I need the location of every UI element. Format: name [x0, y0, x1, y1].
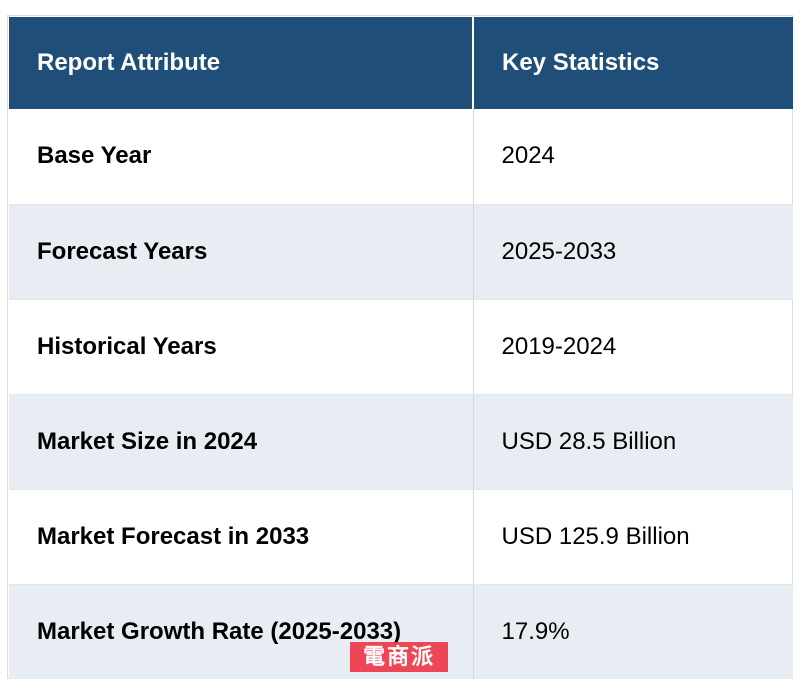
- row-value: USD 28.5 Billion: [472, 394, 793, 490]
- row-value: 17.9%: [472, 584, 793, 679]
- header-key-statistics: Key Statistics: [472, 17, 793, 109]
- header-report-attribute: Report Attribute: [9, 17, 473, 109]
- table-row: Market Growth Rate (2025-2033) 17.9%: [9, 584, 793, 679]
- row-value: 2024: [472, 109, 793, 205]
- table-row: Historical Years 2019-2024: [9, 299, 793, 395]
- report-statistics-table: Report Attribute Key Statistics Base Yea…: [9, 17, 793, 679]
- table-row: Market Size in 2024 USD 28.5 Billion: [9, 394, 793, 490]
- table-row: Market Forecast in 2033 USD 125.9 Billio…: [9, 489, 793, 585]
- row-attribute: Base Year: [9, 109, 473, 205]
- row-attribute: Market Forecast in 2033: [9, 489, 473, 585]
- table-row: Forecast Years 2025-2033: [9, 204, 793, 300]
- row-value: 2019-2024: [472, 299, 793, 395]
- row-attribute: Market Size in 2024: [9, 394, 473, 490]
- row-attribute: Market Growth Rate (2025-2033): [9, 584, 473, 679]
- table-header-row: Report Attribute Key Statistics: [9, 17, 793, 109]
- table-row: Base Year 2024: [9, 109, 793, 205]
- watermark-logo: 電商派: [350, 642, 448, 672]
- row-value: 2025-2033: [472, 204, 793, 300]
- row-value: USD 125.9 Billion: [472, 489, 793, 585]
- row-attribute: Historical Years: [9, 299, 473, 395]
- row-attribute: Forecast Years: [9, 204, 473, 300]
